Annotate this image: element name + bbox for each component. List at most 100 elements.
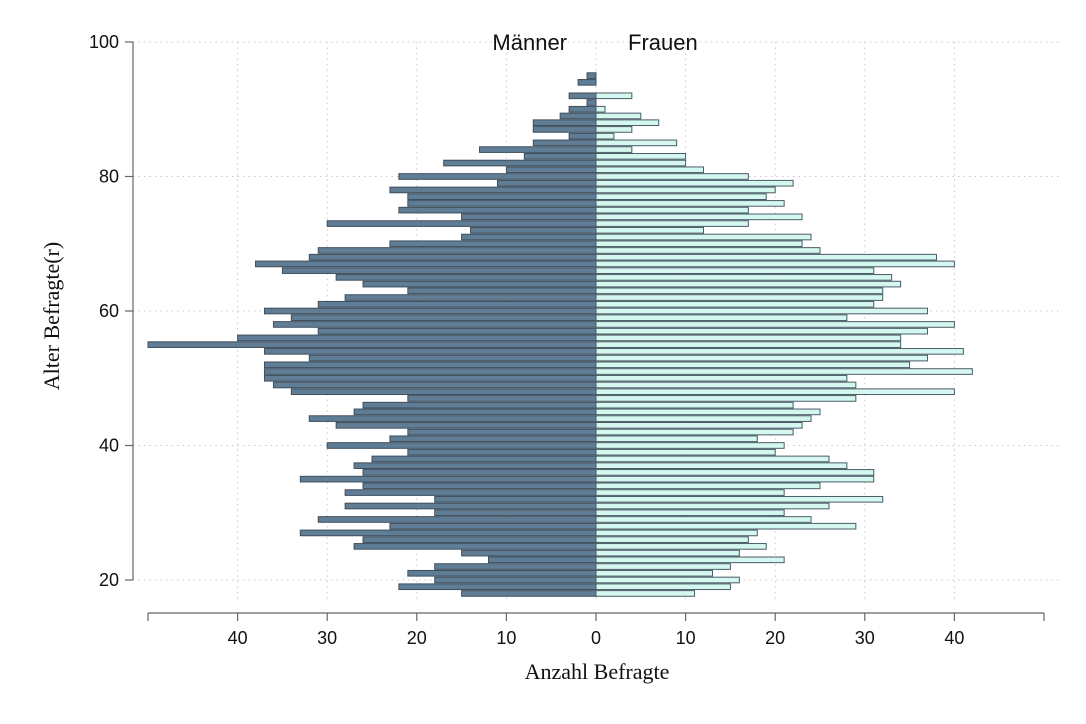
bar-maenner	[461, 590, 597, 597]
bar-maenner	[326, 220, 597, 227]
bar-maenner	[407, 569, 597, 577]
bar-frauen	[595, 327, 929, 335]
bar-frauen	[595, 206, 749, 214]
bar-frauen	[595, 543, 767, 550]
bar-maenner	[532, 139, 597, 147]
bar-frauen	[595, 139, 678, 147]
bar-frauen	[595, 200, 785, 207]
bar-frauen	[595, 529, 758, 537]
bar-maenner	[281, 267, 597, 274]
bar-frauen	[595, 287, 884, 295]
bar-frauen	[595, 536, 749, 543]
series-frauen	[595, 92, 973, 597]
bar-frauen	[595, 522, 857, 530]
bar-maenner	[308, 354, 597, 362]
bar-maenner	[434, 509, 597, 517]
x-tick-label: 20	[407, 628, 427, 648]
bar-frauen	[595, 455, 830, 463]
bar-maenner	[344, 294, 597, 301]
bar-maenner	[505, 166, 597, 174]
bar-maenner	[407, 200, 597, 207]
bar-frauen	[595, 159, 687, 167]
bar-maenner	[299, 475, 597, 483]
bar-frauen	[595, 509, 785, 517]
bar-frauen	[595, 260, 955, 268]
bar-frauen	[595, 502, 830, 510]
bar-frauen	[595, 462, 848, 469]
bar-frauen	[595, 381, 857, 389]
bar-maenner	[407, 287, 597, 295]
bar-frauen	[595, 186, 776, 194]
bar-frauen	[595, 341, 902, 348]
y-tick-label: 80	[99, 167, 119, 187]
y-tick-label: 60	[99, 301, 119, 321]
bar-maenner	[344, 489, 597, 496]
bar-frauen	[595, 274, 893, 281]
bar-frauen	[595, 435, 758, 443]
bar-frauen	[595, 374, 848, 382]
bar-maenner	[317, 516, 597, 523]
bar-frauen	[595, 126, 633, 133]
bar-maenner	[326, 442, 597, 449]
bar-maenner	[461, 549, 597, 557]
bar-maenner	[317, 300, 597, 308]
bar-maenner	[290, 388, 597, 396]
bar-maenner	[461, 233, 597, 241]
bar-maenner	[407, 193, 597, 200]
bar-maenner	[272, 381, 597, 389]
bar-maenner	[389, 240, 597, 248]
bar-frauen	[595, 132, 615, 140]
bar-frauen	[595, 516, 812, 523]
bar-frauen	[595, 233, 812, 241]
bar-frauen	[595, 428, 794, 436]
bar-frauen	[595, 146, 633, 153]
bar-maenner	[461, 213, 597, 221]
bar-frauen	[595, 395, 857, 402]
bar-maenner	[353, 408, 597, 416]
bar-frauen	[595, 226, 705, 234]
x-tick-label: 10	[496, 628, 516, 648]
bar-frauen	[595, 583, 731, 591]
bar-maenner	[532, 119, 597, 127]
bar-maenner	[407, 428, 597, 436]
bar-maenner	[407, 395, 597, 402]
x-tick-label: 0	[591, 628, 601, 648]
bar-maenner	[263, 348, 597, 355]
bar-frauen	[595, 408, 821, 416]
bar-maenner	[371, 455, 597, 463]
bar-frauen	[595, 415, 812, 422]
bar-frauen	[595, 348, 964, 355]
y-axis-title: Alter Befragte(r)	[39, 242, 64, 390]
y-tick-label: 20	[99, 570, 119, 590]
y-tick-label: 40	[99, 436, 119, 456]
bar-frauen	[595, 119, 660, 127]
bar-maenner	[299, 529, 597, 537]
x-tick-label: 40	[228, 628, 248, 648]
bar-frauen	[595, 448, 776, 456]
bar-frauen	[595, 179, 794, 187]
bar-frauen	[595, 300, 875, 308]
bar-frauen	[595, 213, 803, 221]
bar-frauen	[595, 92, 633, 100]
bar-maenner	[255, 260, 597, 268]
bar-frauen	[595, 590, 696, 597]
bar-frauen	[595, 267, 875, 274]
bar-maenner	[353, 543, 597, 550]
bar-maenner	[237, 334, 597, 342]
bar-maenner	[389, 435, 597, 443]
bar-maenner	[568, 132, 597, 140]
bar-maenner	[317, 247, 597, 254]
bar-maenner	[568, 105, 597, 113]
bar-maenner	[263, 374, 597, 382]
bar-frauen	[595, 495, 884, 503]
bar-maenner	[523, 153, 597, 160]
bar-maenner	[586, 72, 597, 79]
bar-maenner	[263, 307, 597, 315]
bar-frauen	[595, 173, 749, 180]
x-tick-label: 30	[855, 628, 875, 648]
bar-frauen	[595, 549, 740, 557]
bar-maenner	[362, 280, 597, 288]
bar-frauen	[595, 361, 911, 369]
bar-frauen	[595, 294, 884, 301]
